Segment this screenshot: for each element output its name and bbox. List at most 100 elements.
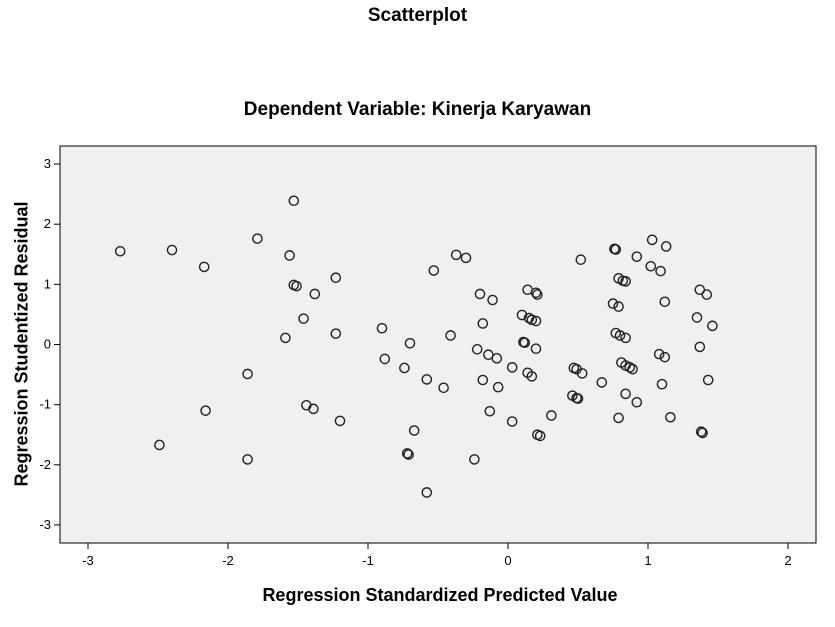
data-point — [309, 288, 321, 300]
data-point — [530, 343, 542, 355]
data-point — [477, 318, 489, 329]
data-point — [620, 332, 631, 344]
data-point — [631, 396, 643, 408]
data-point — [534, 430, 546, 442]
data-point — [613, 412, 624, 424]
data-point — [474, 288, 486, 300]
y-tick-label: -3 — [39, 517, 51, 532]
chart-title: Scatterplot — [367, 5, 468, 26]
data-point — [487, 294, 498, 306]
data-point — [308, 403, 319, 415]
data-point — [645, 261, 657, 272]
y-tick-label: -1 — [39, 397, 51, 412]
x-tick-label: 0 — [504, 553, 511, 568]
data-point — [460, 252, 472, 264]
data-point — [653, 348, 665, 360]
data-point — [697, 427, 708, 439]
data-point — [379, 353, 391, 365]
data-point — [530, 315, 542, 327]
data-point — [656, 378, 668, 390]
data-point — [330, 328, 342, 339]
data-point — [620, 388, 631, 400]
data-point — [620, 276, 631, 287]
data-point — [691, 312, 703, 323]
data-point — [484, 405, 496, 417]
y-tick-label: -2 — [39, 457, 51, 472]
data-point — [491, 353, 503, 364]
data-point — [607, 298, 619, 309]
data-point — [114, 245, 126, 257]
data-point — [408, 425, 420, 436]
data-point — [627, 363, 638, 375]
data-point — [330, 272, 342, 284]
data-point — [665, 411, 676, 423]
data-point — [403, 449, 414, 460]
data-point — [471, 344, 483, 355]
data-point — [291, 280, 302, 292]
data-point — [492, 381, 504, 393]
data-point — [506, 416, 518, 427]
data-point — [469, 454, 480, 465]
data-point — [438, 382, 449, 394]
data-point — [298, 313, 309, 324]
data-point — [530, 287, 542, 299]
data-point — [450, 249, 462, 261]
data-point — [242, 368, 253, 380]
data-point — [659, 351, 671, 363]
data-point — [575, 254, 587, 265]
data-point — [477, 374, 489, 386]
x-tick-label: -1 — [362, 553, 374, 568]
data-point — [614, 330, 626, 341]
x-tick-label: 2 — [784, 553, 791, 568]
data-point — [166, 244, 178, 256]
data-point — [242, 454, 253, 465]
data-point — [596, 377, 608, 388]
data-point — [631, 251, 643, 262]
x-tick-label: -2 — [222, 553, 234, 568]
data-point — [646, 234, 658, 246]
data-point — [198, 261, 210, 273]
data-point — [613, 301, 624, 312]
data-point — [200, 405, 211, 416]
data-point — [401, 448, 413, 459]
y-tick-label: 2 — [44, 216, 51, 231]
data-point — [154, 439, 165, 451]
data-point — [695, 426, 707, 438]
data-point — [702, 374, 714, 386]
data-point — [376, 322, 388, 334]
data-point — [288, 195, 300, 207]
data-point — [506, 362, 518, 373]
data-point — [519, 337, 531, 348]
data-point — [516, 309, 528, 321]
data-point — [546, 410, 557, 421]
x-tick-label: -3 — [82, 553, 94, 568]
data-point — [624, 362, 636, 373]
data-point — [526, 371, 538, 382]
data-point — [610, 244, 622, 255]
data-point — [694, 284, 706, 296]
data-point — [526, 314, 538, 326]
data-point — [701, 289, 713, 300]
data-point — [655, 265, 666, 277]
plot-area — [59, 145, 817, 544]
data-point — [532, 289, 543, 300]
data-point — [576, 368, 588, 379]
data-point — [284, 250, 295, 261]
data-point — [428, 265, 440, 276]
data-point — [421, 374, 433, 385]
data-point — [334, 415, 346, 427]
data-point — [523, 312, 535, 324]
y-tick-label: 1 — [44, 276, 51, 291]
data-point — [421, 487, 433, 498]
x-tick-label: 1 — [644, 553, 651, 568]
y-tick-label: 3 — [44, 156, 51, 171]
y-axis-label: Regression Studentized Residual — [11, 201, 32, 487]
data-point — [445, 330, 456, 341]
data-point — [399, 362, 410, 374]
data-point — [707, 320, 718, 332]
data-point — [572, 393, 584, 404]
y-tick-label: 0 — [44, 337, 51, 352]
data-point — [694, 341, 706, 353]
chart-subtitle: Dependent Variable: Kinerja Karyawan — [243, 99, 592, 120]
